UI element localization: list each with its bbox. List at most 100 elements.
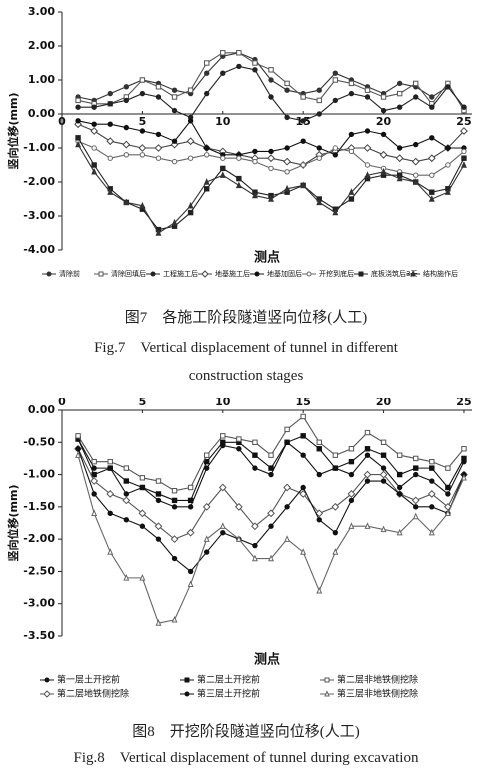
marker bbox=[396, 491, 403, 497]
marker bbox=[380, 478, 387, 484]
marker bbox=[461, 446, 467, 452]
marker bbox=[396, 174, 403, 182]
marker bbox=[43, 690, 51, 698]
marker bbox=[380, 439, 387, 445]
marker bbox=[268, 148, 274, 155]
marker bbox=[107, 90, 113, 97]
y-tick-label: -3.00 bbox=[23, 209, 55, 222]
marker bbox=[348, 471, 355, 478]
marker bbox=[187, 568, 194, 575]
marker bbox=[380, 94, 387, 100]
marker bbox=[98, 271, 104, 277]
marker bbox=[460, 161, 467, 168]
marker bbox=[236, 446, 242, 452]
marker bbox=[44, 677, 50, 683]
marker bbox=[204, 60, 210, 66]
marker bbox=[251, 522, 259, 531]
marker bbox=[219, 522, 226, 529]
y-axis-label: 竖向位移(mm) bbox=[6, 485, 20, 562]
marker bbox=[252, 148, 258, 155]
marker bbox=[324, 690, 330, 697]
marker bbox=[171, 94, 178, 100]
marker bbox=[236, 175, 242, 182]
marker bbox=[252, 67, 258, 73]
marker bbox=[348, 80, 355, 87]
marker bbox=[201, 270, 209, 278]
x-tick-label: 10 bbox=[215, 115, 231, 128]
marker bbox=[235, 181, 242, 189]
y-tick-label: -2.00 bbox=[23, 532, 55, 545]
caption: 图7 各施工阶段隧道竖向位移(人工) bbox=[124, 310, 368, 326]
legend-label: 第一层土开挖前 bbox=[57, 674, 120, 686]
marker bbox=[91, 491, 97, 497]
y-tick-label: -1.50 bbox=[23, 500, 55, 513]
marker bbox=[155, 155, 162, 161]
marker bbox=[347, 490, 356, 498]
marker bbox=[107, 121, 113, 127]
marker bbox=[75, 451, 82, 458]
marker bbox=[300, 138, 306, 144]
marker bbox=[364, 429, 371, 436]
marker bbox=[139, 90, 146, 97]
x-axis-label: 测点 bbox=[254, 250, 280, 266]
marker bbox=[364, 128, 371, 134]
marker bbox=[187, 580, 194, 588]
marker bbox=[358, 271, 364, 277]
legend-label: 清除前 bbox=[59, 269, 80, 278]
marker bbox=[413, 471, 419, 478]
marker bbox=[300, 548, 307, 555]
marker bbox=[284, 535, 291, 542]
marker bbox=[91, 145, 97, 151]
marker bbox=[155, 497, 162, 504]
marker bbox=[251, 191, 258, 199]
marker bbox=[171, 555, 178, 562]
marker bbox=[411, 157, 420, 166]
marker bbox=[155, 94, 162, 100]
marker bbox=[306, 271, 312, 277]
marker bbox=[91, 471, 97, 478]
marker bbox=[220, 439, 226, 445]
marker bbox=[155, 229, 162, 236]
marker bbox=[331, 502, 340, 511]
marker bbox=[107, 510, 113, 517]
marker bbox=[123, 478, 130, 484]
marker bbox=[171, 158, 178, 165]
marker bbox=[204, 458, 210, 465]
marker bbox=[300, 433, 306, 439]
x-tick-label: 0 bbox=[58, 115, 66, 128]
marker bbox=[139, 573, 146, 581]
marker bbox=[332, 548, 339, 555]
marker bbox=[46, 271, 52, 277]
marker bbox=[429, 504, 435, 510]
marker bbox=[427, 490, 436, 498]
marker bbox=[413, 141, 419, 148]
marker bbox=[428, 195, 435, 202]
marker bbox=[410, 270, 416, 277]
x-tick-label: 5 bbox=[139, 398, 147, 408]
marker bbox=[412, 178, 419, 185]
marker bbox=[171, 497, 178, 504]
marker bbox=[348, 188, 355, 195]
marker bbox=[412, 512, 419, 520]
marker bbox=[187, 504, 194, 510]
marker bbox=[316, 145, 322, 151]
marker bbox=[429, 135, 435, 141]
marker bbox=[332, 465, 339, 471]
x-tick-label: 20 bbox=[376, 398, 392, 408]
marker bbox=[123, 517, 130, 523]
marker bbox=[171, 488, 178, 494]
marker bbox=[204, 152, 210, 158]
marker bbox=[396, 90, 403, 97]
marker bbox=[252, 60, 258, 66]
marker bbox=[380, 131, 387, 138]
marker bbox=[220, 70, 226, 76]
marker bbox=[235, 535, 242, 542]
x-tick-label: 5 bbox=[139, 115, 147, 128]
y-tick-label: 2.00 bbox=[28, 39, 55, 52]
marker bbox=[300, 452, 306, 458]
marker bbox=[380, 167, 387, 175]
marker bbox=[187, 118, 194, 124]
marker bbox=[380, 465, 387, 471]
marker bbox=[413, 465, 419, 471]
